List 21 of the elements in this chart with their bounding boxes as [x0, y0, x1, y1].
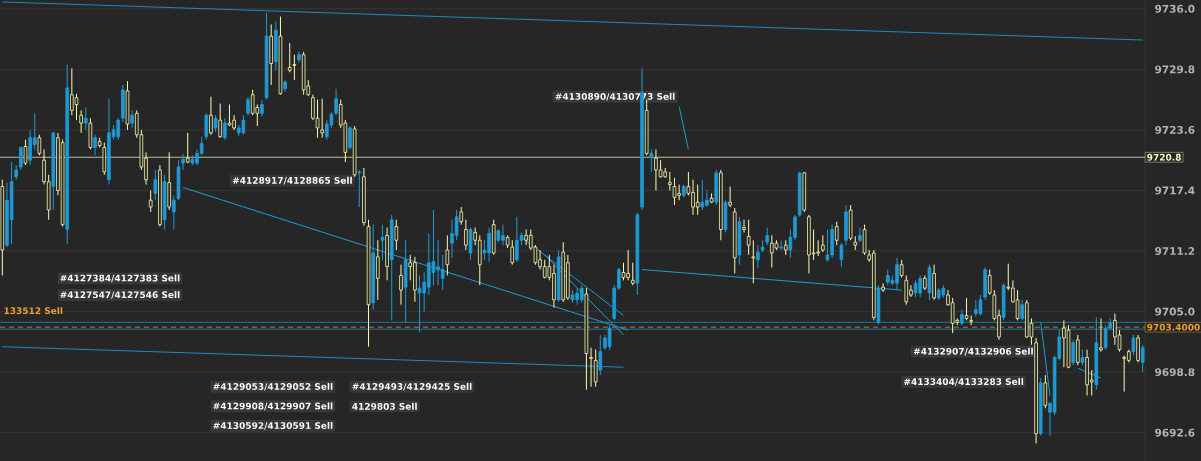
y-tick-label: 9729.8 [1155, 65, 1195, 74]
y-tick-label: 9711.2 [1155, 247, 1195, 255]
annotation: 4129803 Sell [352, 402, 417, 410]
y-tick-label: 9692.6 [1155, 428, 1195, 437]
annotation: #4132907/4132906 Sell [913, 347, 1033, 356]
y-tick-label: 9698.8 [1155, 368, 1195, 377]
ref-line-label: 9703.4000 [1147, 323, 1200, 331]
annotation: #4127384/4127383 Sell [60, 274, 180, 283]
y-tick-label: 9723.6 [1155, 125, 1195, 134]
ref-line-label: 9720.8 [1147, 153, 1181, 161]
annotation: #4130592/4130591 Sell [213, 422, 333, 430]
y-tick-label: 9717.4 [1155, 186, 1195, 195]
annotation: #4129053/4129052 Sell [213, 382, 333, 391]
annotation: #4127547/4127546 Sell [60, 291, 180, 299]
annotation: #4129908/4129907 Sell [213, 402, 333, 411]
annotation: 133512 Sell [4, 307, 63, 315]
annotation: #4133404/4133283 Sell [904, 378, 1024, 386]
annotation: #4128917/4128865 Sell [232, 176, 352, 185]
y-tick-label: 9705.0 [1155, 307, 1195, 316]
y-tick-label: 9736.0 [1155, 4, 1195, 13]
annotation: #4129493/4129425 Sell [352, 382, 472, 391]
